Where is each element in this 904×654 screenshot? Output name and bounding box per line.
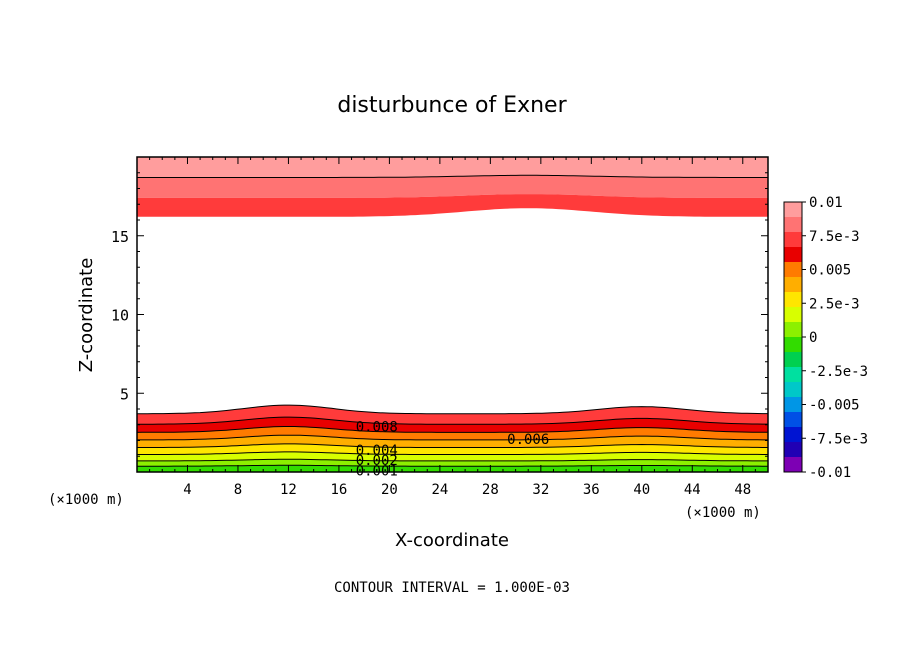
contour-label: 0.001: [356, 463, 398, 479]
colorbar-swatch: [784, 307, 802, 323]
contour-line-bottom-7: [137, 464, 768, 467]
contour-label: 0.002: [356, 453, 398, 469]
x-tick-label: 12: [280, 482, 297, 498]
colorbar-swatch: [784, 262, 802, 278]
colorbar-swatch: [784, 202, 802, 218]
y-axis-label: Z-coordinate: [76, 258, 97, 373]
fill-band-top-1: [137, 175, 768, 198]
colorbar-swatch: [784, 412, 802, 428]
x-tick-label: 4: [183, 482, 191, 498]
colorbar-swatch: [784, 397, 802, 413]
colorbar-swatch: [784, 322, 802, 338]
fill-band-top-0: [137, 157, 768, 178]
contour-line-bottom-1: [137, 416, 768, 425]
x-unit-label-right: (×1000 m): [685, 505, 761, 521]
colorbar-swatch: [784, 247, 802, 263]
x-tick-label: 44: [684, 482, 701, 498]
colorbar-label: -2.5e-3: [809, 364, 868, 380]
colorbar-swatch: [784, 277, 802, 293]
x-tick-label: 28: [482, 482, 499, 498]
contour-line-bottom-6: [137, 458, 768, 462]
colorbar-swatch: [784, 352, 802, 368]
contour-line-bottom-5: [137, 451, 768, 455]
colorbar-swatch: [784, 367, 802, 383]
fill-band-bottom-3: [137, 435, 768, 448]
contour-line-top-0: [137, 174, 768, 178]
x-tick-label: 36: [583, 482, 600, 498]
colorbar-swatch: [784, 457, 802, 473]
x-tick-label: 32: [532, 482, 549, 498]
x-tick-label: 40: [633, 482, 650, 498]
contour-line-bottom-2: [136, 426, 768, 433]
colorbar-swatch: [784, 427, 802, 443]
fill-band-bottom-6: [137, 459, 768, 467]
contour-label: 0.004: [356, 443, 398, 459]
fill-band-bottom-7: [137, 465, 768, 472]
fill-band-top-2: [137, 194, 768, 217]
colorbar-swatch: [784, 382, 802, 398]
colorbar-label: 0.01: [809, 195, 843, 211]
colorbar-swatch: [784, 232, 802, 248]
colorbar-label: -0.01: [809, 465, 851, 481]
colorbar-label: 0.005: [809, 263, 851, 279]
colorbar-swatch: [784, 442, 802, 458]
x-unit-label-left: (×1000 m): [48, 492, 124, 508]
contour-interval-note: CONTOUR INTERVAL = 1.000E-03: [334, 580, 570, 596]
y-tick-label: 15: [111, 228, 129, 246]
contour-line-bottom-3: [137, 434, 768, 441]
colorbar-label: -7.5e-3: [809, 431, 868, 447]
x-axis-label: X-coordinate: [395, 530, 509, 551]
colorbar-label: 7.5e-3: [809, 229, 860, 245]
colorbar-swatch: [784, 292, 802, 308]
contour-label: 0.008: [356, 419, 398, 435]
colorbar: 0.01 7.5e-3 0.005 2.5e-3 0 -2.5e-3 -0.005 -7.5e…: [783, 195, 868, 481]
x-tick-label: 48: [734, 482, 751, 498]
colorbar-swatch: [784, 337, 802, 353]
x-tick-label: 24: [431, 482, 448, 498]
colorbar-swatch: [784, 217, 802, 233]
contour-label: 0.006: [507, 432, 549, 448]
y-tick-label: 5: [120, 385, 129, 403]
fill-band-bottom-5: [137, 451, 768, 461]
colorbar-label: 2.5e-3: [809, 296, 860, 312]
chart-title: disturbunce of Exner: [337, 93, 567, 118]
plot-area: 4 8 12 16 20 24 28 32 36 40 44 48510150.0080.0060.0…: [111, 156, 769, 498]
colorbar-label: -0.005: [809, 398, 860, 414]
contour-line-bottom-0: [137, 404, 768, 415]
x-tick-label: 8: [234, 482, 242, 498]
x-tick-label: 16: [330, 482, 347, 498]
contour-line-bottom-4: [137, 443, 768, 448]
colorbar-label: 0: [809, 330, 817, 346]
y-tick-label: 10: [111, 307, 129, 325]
x-tick-label: 20: [381, 482, 398, 498]
